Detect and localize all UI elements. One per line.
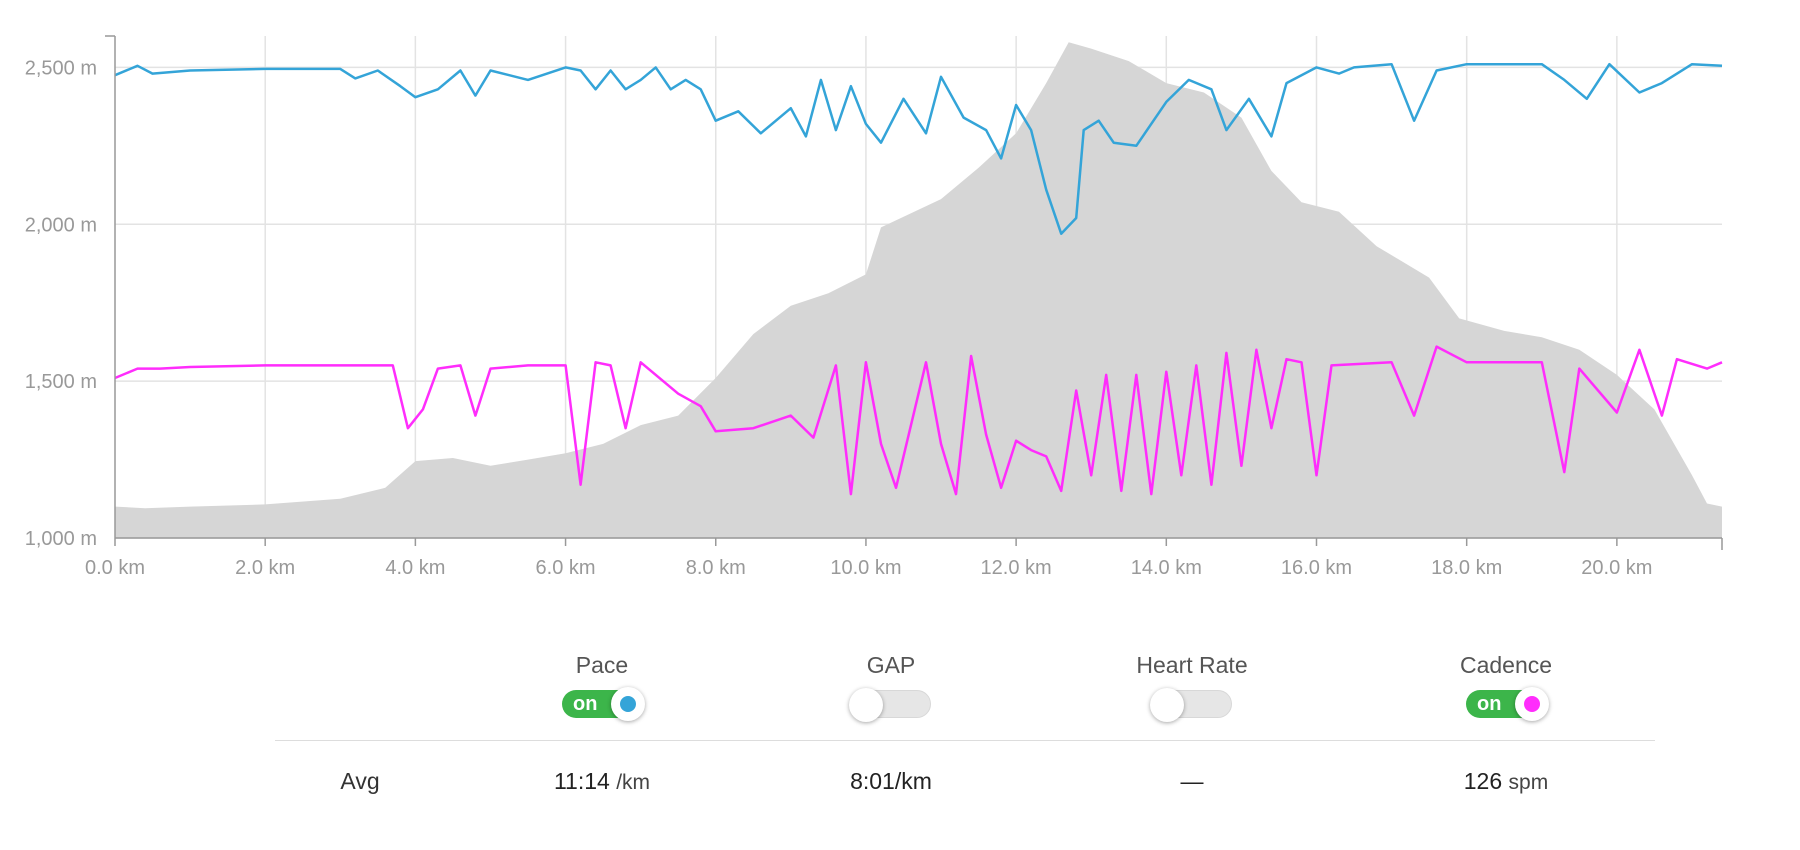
y-tick-label: 1,500 m xyxy=(25,371,97,393)
avg-cadence-value: 126 xyxy=(1463,768,1503,794)
x-tick-label: 20.0 km xyxy=(1581,557,1652,579)
pace-toggle[interactable]: on xyxy=(562,687,645,721)
x-tick-label: 8.0 km xyxy=(686,557,746,579)
heart-rate-label: Heart Rate xyxy=(1136,652,1248,678)
x-tick-label: 10.0 km xyxy=(830,557,901,579)
chart-series xyxy=(114,42,1723,539)
avg-label: Avg xyxy=(340,768,380,794)
avg-cadence: 126 spm xyxy=(1406,766,1606,798)
y-tick-label: 2,000 m xyxy=(25,214,97,236)
avg-gap: 8:01/km xyxy=(791,766,991,796)
cadence-label: Cadence xyxy=(1459,652,1553,678)
cadence-control: Cadence on xyxy=(1406,650,1606,721)
elevation-area xyxy=(115,42,1722,539)
avg-gap-value: 8:01/km xyxy=(850,768,932,794)
avg-heart-rate: — xyxy=(1092,766,1292,796)
heart-rate-toggle-knob xyxy=(1150,688,1184,722)
x-tick-label: 16.0 km xyxy=(1281,557,1352,579)
y-tick-label: 2,500 m xyxy=(25,57,97,79)
pace-color-dot xyxy=(620,696,636,712)
elevation-pace-chart: 1,000 m 1,500 m 2,000 m 2,500 m 0.0 km 2.0 km… xyxy=(25,35,1723,579)
heart-rate-toggle[interactable] xyxy=(1150,688,1232,722)
pace-toggle-on-text: on xyxy=(573,693,598,715)
heart-rate-control: Heart Rate xyxy=(1092,650,1292,722)
x-tick-label: 18.0 km xyxy=(1431,557,1502,579)
gap-toggle[interactable] xyxy=(849,688,931,722)
cadence-toggle[interactable]: on xyxy=(1466,687,1549,721)
cadence-toggle-knob xyxy=(1515,687,1549,721)
y-tick-label: 1,000 m xyxy=(25,528,97,550)
x-tick-label: 2.0 km xyxy=(235,557,295,579)
pace-control: Pace on xyxy=(502,650,702,721)
avg-heart-rate-value: — xyxy=(1180,768,1204,794)
avg-pace: 11:14 /km xyxy=(502,766,702,798)
gap-label: GAP xyxy=(866,652,916,678)
averages-divider xyxy=(275,740,1655,741)
pace-label: Pace xyxy=(575,652,629,678)
gap-toggle-knob xyxy=(849,688,883,722)
avg-pace-value: 11:14 xyxy=(553,768,610,794)
cadence-color-dot xyxy=(1524,696,1540,712)
avg-pace-unit: /km xyxy=(616,771,651,794)
cadence-line xyxy=(114,345,1723,496)
cadence-toggle-on-text: on xyxy=(1477,693,1502,715)
avg-cadence-unit: spm xyxy=(1508,771,1549,794)
pace-toggle-knob xyxy=(611,687,645,721)
chart-axes: 1,000 m 1,500 m 2,000 m 2,500 m 0.0 km 2.0 km… xyxy=(25,35,1723,579)
x-tick-label: 14.0 km xyxy=(1131,557,1202,579)
x-tick-label: 4.0 km xyxy=(385,557,445,579)
pace-line xyxy=(114,62,1723,235)
gap-control: GAP xyxy=(791,650,991,722)
x-tick-label: 12.0 km xyxy=(981,557,1052,579)
x-tick-label: 6.0 km xyxy=(536,557,596,579)
x-tick-label: 0.0 km xyxy=(85,557,145,579)
